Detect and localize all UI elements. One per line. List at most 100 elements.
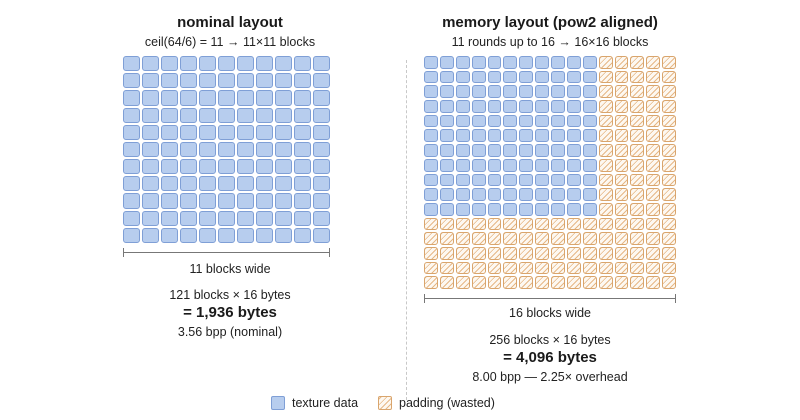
texture-block [582, 188, 597, 201]
texture-block [455, 56, 470, 69]
texture-block [519, 129, 534, 143]
texture-block [218, 141, 235, 158]
texture-block [218, 107, 235, 123]
texture-block [535, 56, 549, 69]
texture-block [582, 202, 597, 216]
texture-block [237, 73, 254, 89]
texture-block [487, 114, 502, 128]
texture-block [551, 85, 565, 99]
texture-block [123, 107, 140, 123]
texture-block [551, 173, 565, 187]
padding-block [614, 173, 629, 187]
texture-block [519, 114, 534, 128]
padding-block [503, 276, 518, 289]
padding-block [630, 129, 645, 143]
texture-block [519, 188, 534, 201]
padding-block [614, 70, 629, 84]
texture-block [294, 159, 311, 175]
texture-block [551, 202, 565, 216]
texture-block [455, 188, 470, 201]
padding-block [582, 261, 597, 275]
padding-block [614, 56, 629, 69]
legend-padding: padding (wasted) [378, 396, 495, 410]
padding-block [551, 217, 565, 231]
padding-block [614, 158, 629, 172]
texture-block [180, 73, 197, 89]
texture-block [142, 159, 159, 175]
padding-block [424, 246, 438, 260]
texture-block [487, 56, 502, 69]
texture-block [123, 73, 140, 89]
texture-block [313, 73, 330, 89]
padding-block [662, 246, 676, 260]
texture-block [582, 114, 597, 128]
padding-block [455, 276, 470, 289]
padding-block [630, 217, 645, 231]
texture-block [256, 107, 273, 123]
texture-block [471, 173, 486, 187]
texture-block [424, 129, 438, 143]
memory-bpp: 8.00 bpp — 2.25× overhead [472, 370, 628, 384]
texture-block [519, 202, 534, 216]
memory-width-label: 16 blocks wide [509, 306, 591, 320]
padding-block [598, 70, 613, 84]
texture-block [142, 124, 159, 140]
texture-block [199, 210, 216, 226]
texture-block [237, 124, 254, 140]
padding-block [519, 217, 534, 231]
texture-block [123, 141, 140, 158]
texture-block [519, 158, 534, 172]
padding-block [662, 85, 676, 99]
padding-block [503, 261, 518, 275]
padding-block [630, 100, 645, 113]
texture-block [275, 210, 292, 226]
padding-block [646, 217, 661, 231]
texture-block [199, 107, 216, 123]
texture-block [180, 141, 197, 158]
padding-block [630, 246, 645, 260]
padding-block [582, 246, 597, 260]
texture-block [566, 70, 581, 84]
padding-block [630, 56, 645, 69]
padding-block [455, 232, 470, 245]
texture-block [256, 90, 273, 106]
texture-block [535, 100, 549, 113]
texture-block [218, 210, 235, 226]
padding-block [471, 261, 486, 275]
padding-block [487, 261, 502, 275]
padding-block [535, 261, 549, 275]
texture-block [566, 114, 581, 128]
texture-block [455, 129, 470, 143]
nominal-title: nominal layout [177, 14, 283, 31]
padding-block [614, 100, 629, 113]
padding-block [519, 261, 534, 275]
texture-block [566, 100, 581, 113]
legend-texture-label: texture data [292, 396, 359, 410]
texture-block [471, 100, 486, 113]
texture-block [237, 210, 254, 226]
texture-block [566, 173, 581, 187]
padding-block [551, 232, 565, 245]
texture-block [180, 176, 197, 192]
texture-block [424, 173, 438, 187]
legend-texture: texture data [271, 396, 358, 410]
texture-block [535, 144, 549, 157]
texture-block [487, 70, 502, 84]
padding-block [439, 232, 454, 245]
texture-block [256, 159, 273, 175]
padding-block [598, 85, 613, 99]
texture-swatch [271, 396, 285, 410]
padding-block [598, 173, 613, 187]
padding-block [598, 217, 613, 231]
padding-block [662, 158, 676, 172]
texture-block [142, 107, 159, 123]
texture-block [218, 73, 235, 89]
texture-block [582, 100, 597, 113]
texture-block [142, 90, 159, 106]
texture-block [519, 144, 534, 157]
texture-block [535, 129, 549, 143]
texture-block [142, 210, 159, 226]
padding-block [582, 217, 597, 231]
padding-block [614, 114, 629, 128]
padding-block [662, 202, 676, 216]
